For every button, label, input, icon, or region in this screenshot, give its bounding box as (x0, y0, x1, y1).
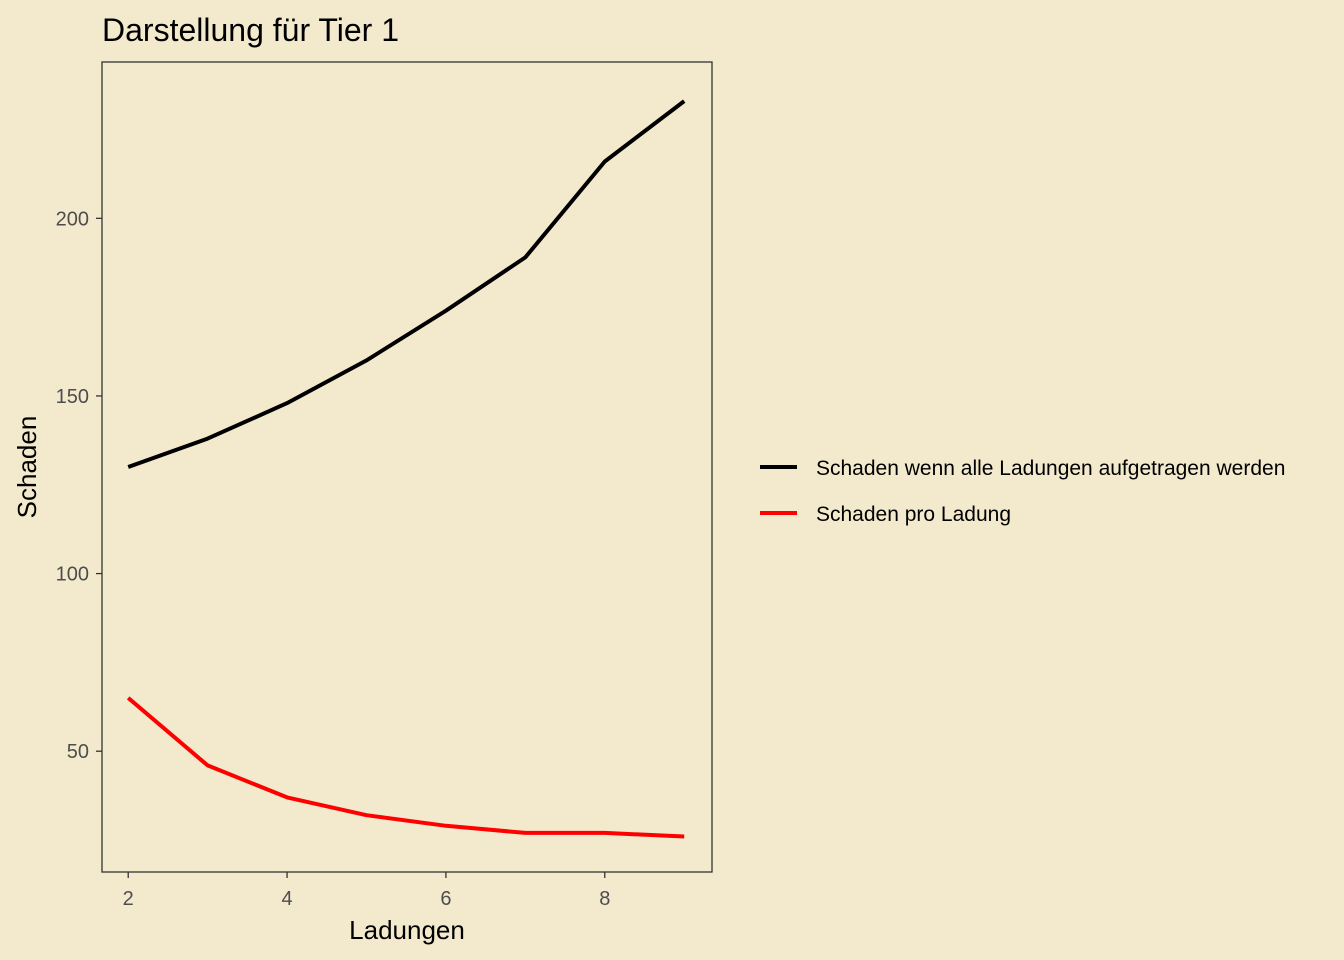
x-tick-label: 2 (123, 888, 134, 910)
series-line-2 (126, 696, 685, 839)
y-tick-label: 100 (56, 564, 89, 586)
legend: Schaden wenn alle Ladungen aufgetragen w… (760, 457, 1285, 526)
plot-panel-border (101, 61, 713, 873)
y-tick-label: 50 (67, 741, 89, 763)
legend-label-1: Schaden wenn alle Ladungen aufgetragen w… (816, 457, 1285, 480)
legend-label-2: Schaden pro Ladung (816, 503, 1011, 526)
y-axis-title: Schaden (12, 416, 42, 519)
chart-title: Darstellung für Tier 1 (102, 12, 399, 48)
y-tick-label: 200 (56, 208, 89, 230)
series-line-1 (127, 99, 686, 469)
x-tick-label: 8 (599, 888, 610, 910)
y-tick-label: 150 (56, 386, 89, 408)
y-axis: 50 100 150 200 (56, 208, 102, 763)
x-tick-label: 4 (282, 888, 293, 910)
x-axis: 2 4 6 8 (123, 872, 610, 910)
x-axis-title: Ladungen (349, 915, 465, 945)
x-tick-label: 6 (440, 888, 451, 910)
series-lines (126, 99, 686, 839)
